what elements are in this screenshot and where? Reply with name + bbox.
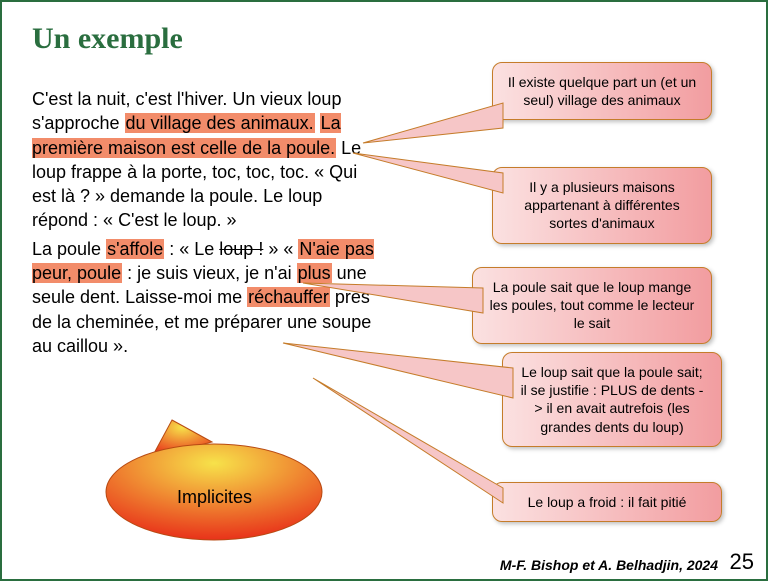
page-number: 25 <box>730 549 754 575</box>
text: : « Le <box>164 239 219 259</box>
highlight: s'affole <box>106 239 164 259</box>
callout-1: Il existe quelque part un (et un seul) v… <box>492 62 712 120</box>
paragraph-1: C'est la nuit, c'est l'hiver. Un vieux l… <box>32 87 377 233</box>
text: La poule <box>32 239 106 259</box>
implicites-shape <box>102 402 327 542</box>
strike-text: loup ! <box>219 239 263 259</box>
text: : je suis vieux, je n'ai <box>122 263 297 283</box>
slide: Un exemple C'est la nuit, c'est l'hiver.… <box>0 0 768 581</box>
footer-credit: M-F. Bishop et A. Belhadjin, 2024 <box>500 557 718 573</box>
callout-2: Il y a plusieurs maisons appartenant à d… <box>492 167 712 244</box>
callout-tail <box>303 283 483 323</box>
callout-tail <box>313 378 503 508</box>
text <box>315 113 320 133</box>
callout-tail <box>363 93 503 153</box>
highlight: du village des animaux. <box>125 113 315 133</box>
callout-text: Il y a plusieurs maisons appartenant à d… <box>524 179 679 231</box>
callout-tail <box>353 148 503 198</box>
callout-3: La poule sait que le loup mange les poul… <box>472 267 712 344</box>
callout-5: Le loup a froid : il fait pitié <box>492 482 722 522</box>
callout-4: Le loup sait que la poule sait; il se ju… <box>502 352 722 447</box>
highlight: plus <box>297 263 332 283</box>
page-title: Un exemple <box>32 22 183 56</box>
callout-text: Le loup a froid : il fait pitié <box>528 494 687 510</box>
implicites-bubble: Implicites <box>102 402 327 542</box>
callout-text: Il existe quelque part un (et un seul) v… <box>508 74 696 108</box>
callout-text: La poule sait que le loup mange les poul… <box>490 279 695 331</box>
text: » « <box>263 239 298 259</box>
implicites-label: Implicites <box>102 487 327 508</box>
callout-text: Le loup sait que la poule sait; il se ju… <box>521 364 704 435</box>
